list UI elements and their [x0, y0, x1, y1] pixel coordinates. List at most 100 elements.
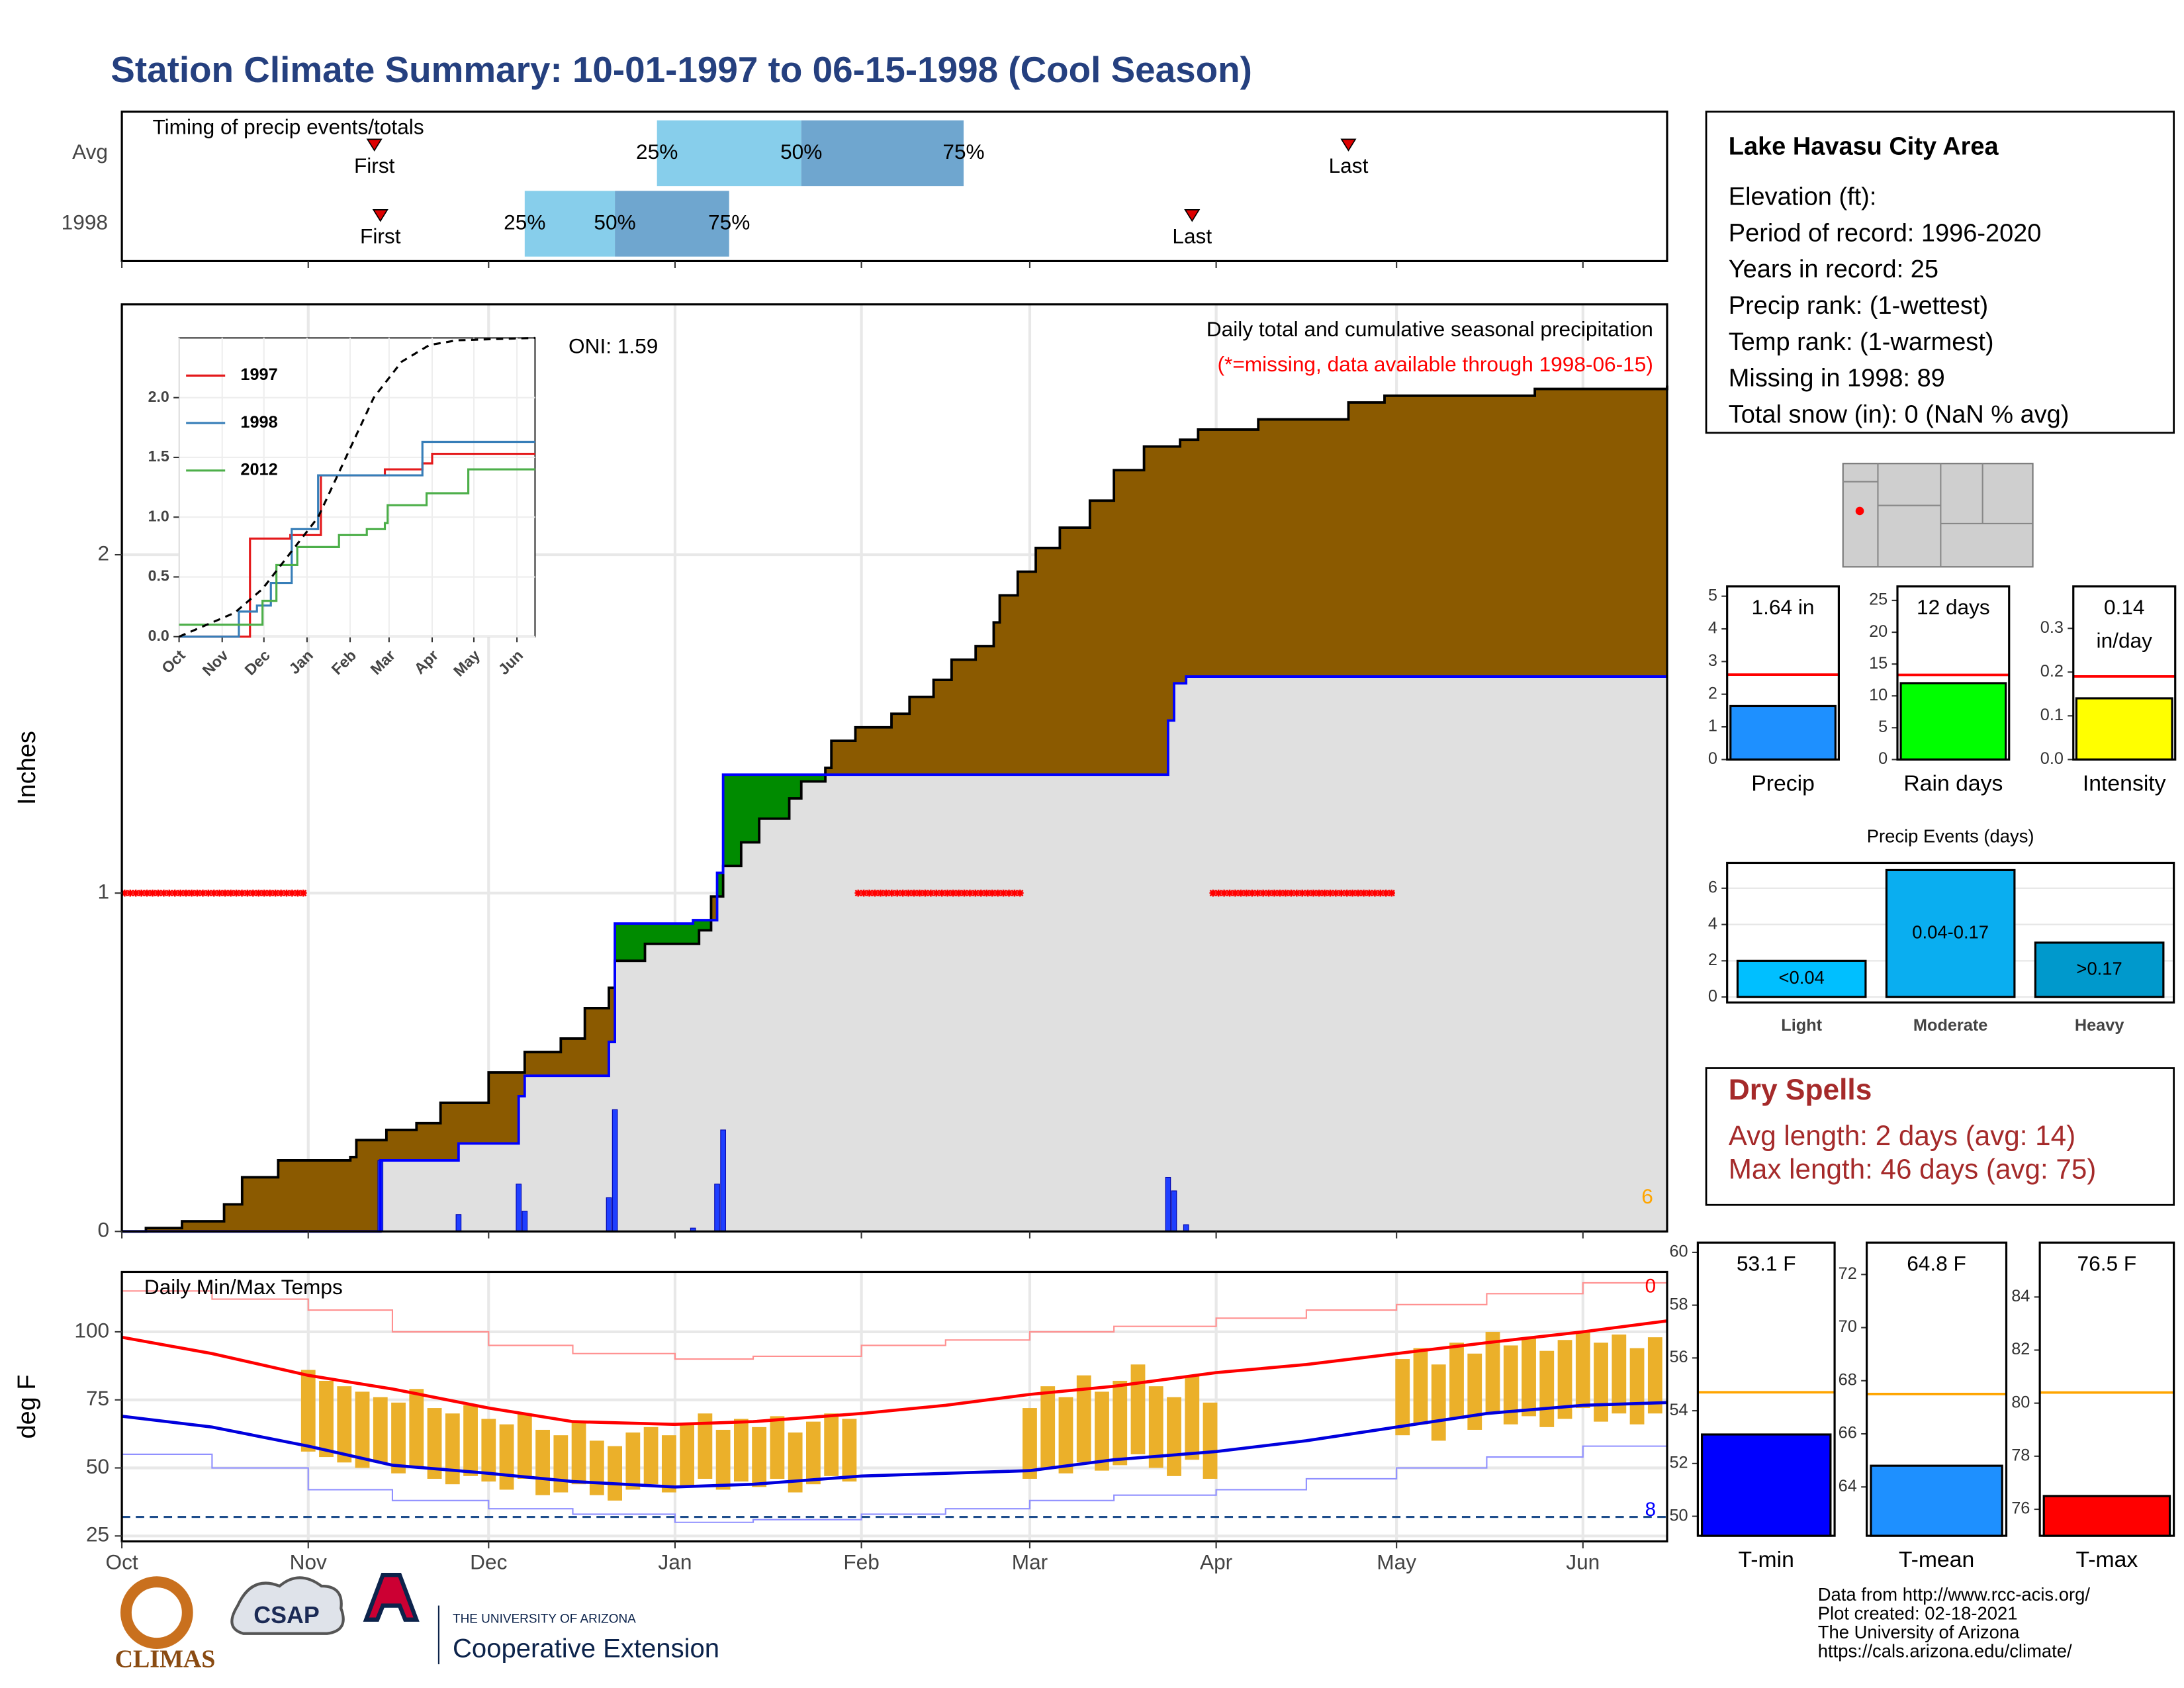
daily-range-bar [1647, 1337, 1662, 1414]
annotation: 6 [1641, 1184, 1653, 1208]
value-label: 0.14 [2104, 595, 2145, 619]
daily-range-bar [571, 1421, 586, 1485]
daily-range-bar [661, 1435, 676, 1493]
bar [1885, 868, 2016, 998]
daily-range-bar [824, 1413, 839, 1476]
event-label: Last [1329, 154, 1369, 177]
dry-spells-title: Dry Spells [1729, 1074, 1872, 1106]
y-tick-label: 1 [1708, 717, 1717, 735]
station-dot [1855, 506, 1864, 516]
category-label: Moderate [1913, 1016, 1987, 1035]
daily-range-bar [535, 1429, 550, 1495]
quartile-label: 25% [504, 210, 545, 234]
y-tick-label: 2 [98, 541, 110, 565]
annotation: 8 [1645, 1499, 1656, 1521]
daily-range-bar [300, 1370, 316, 1452]
daily-range-bar [770, 1416, 785, 1479]
daily-range-bar [1095, 1391, 1109, 1471]
csap-cloud [230, 1576, 345, 1635]
daily-bar [1171, 1190, 1177, 1232]
row-label: 1998 [62, 210, 108, 234]
footer-line: https://cals.arizona.edu/climate/ [1818, 1640, 2072, 1661]
daily-range-bar [1023, 1408, 1037, 1479]
quartile-box [801, 120, 964, 187]
y-tick-label: 70 [1839, 1317, 1857, 1336]
y-tick-label: 0.0 [148, 627, 169, 644]
value-label: <0.04 [1778, 967, 1824, 988]
daily-range-bar [806, 1421, 821, 1485]
y-tick-label: 58 [1669, 1295, 1688, 1313]
daily-range-bar [1594, 1342, 1608, 1422]
bar [2042, 1495, 2171, 1537]
value-label: 1.64 in [1752, 595, 1815, 619]
y-tick-label: 0.3 [2040, 618, 2064, 637]
panel-border [1726, 861, 2175, 1004]
y-tick-label: 0.0 [2040, 749, 2064, 768]
daily-range-bar [1522, 1337, 1536, 1417]
y-tick-label: 64 [1839, 1477, 1857, 1495]
y-axis-label: Inches [13, 731, 41, 805]
daily-range-bar [1413, 1348, 1428, 1425]
panel-border [1866, 1241, 2008, 1537]
missing-markers [1209, 889, 1395, 897]
value-label: 0.04-0.17 [1912, 922, 1989, 943]
y-tick-label: 52 [1669, 1454, 1688, 1472]
daily-range-bar [337, 1386, 352, 1463]
dry-spells-box [1705, 1067, 2175, 1206]
logos [120, 1572, 439, 1665]
daily-range-bar [589, 1440, 604, 1495]
inset-line [178, 336, 535, 638]
daily-bar [720, 1129, 726, 1232]
y-tick-label: 2 [1708, 684, 1717, 702]
inset-frame [178, 337, 536, 637]
daily-bar [1165, 1176, 1171, 1232]
bar [1736, 959, 1867, 998]
event-marker [366, 138, 383, 152]
daily-bar [522, 1211, 528, 1232]
y-tick-label: 0.5 [148, 567, 169, 585]
daily-range-bar [788, 1432, 803, 1493]
daily-range-bar [1431, 1364, 1446, 1441]
daily-range-bar [1040, 1386, 1056, 1468]
quartile-box [524, 191, 615, 257]
logo-text: Cooperative Extension [453, 1634, 719, 1664]
y-tick-label: 2.0 [148, 388, 169, 405]
y-tick-label: 4 [1708, 619, 1717, 637]
quartile-label: 50% [594, 210, 635, 234]
daily-range-bar [1395, 1359, 1410, 1436]
page-title: Station Climate Summary: 10-01-1997 to 0… [111, 49, 1252, 90]
category-label: Heavy [2075, 1016, 2124, 1035]
y-tick-label: 5 [1878, 718, 1888, 736]
bar [1701, 1433, 1832, 1537]
quartile-box [615, 191, 729, 257]
daily-range-bar [842, 1419, 857, 1482]
y-tick-label: 6 [1708, 878, 1717, 897]
annotation: ONI: 1.59 [569, 334, 658, 358]
daily-range-bar [553, 1435, 569, 1493]
cumulative-line [122, 385, 1668, 1233]
y-tick-label: 82 [2011, 1340, 2030, 1358]
category-label: T-mean [1899, 1547, 1974, 1572]
y-tick-label: 80 [2011, 1393, 2030, 1411]
y-tick-label: 0.2 [2040, 662, 2064, 680]
event-label: First [360, 224, 401, 248]
logo-text: CSAP [253, 1602, 320, 1628]
daily-bar [612, 1109, 618, 1232]
y-tick-label: 1 [98, 880, 110, 904]
y-tick-label: 10 [1869, 686, 1888, 704]
annotation: (*=missing, data available through 1998-… [1218, 352, 1653, 376]
annotation: 0 [1645, 1275, 1656, 1297]
daily-range-bar [698, 1413, 713, 1479]
y-tick-label: 0.1 [2040, 706, 2064, 724]
overlap-fill [122, 677, 1667, 1232]
footer-line: Plot created: 02-18-2021 [1818, 1603, 2018, 1624]
y-tick-label: 50 [1669, 1506, 1688, 1524]
dry-spells-line: Max length: 46 days (avg: 75) [1729, 1154, 2097, 1185]
daily-range-bar [1575, 1331, 1590, 1409]
x-tick-label: Dec [470, 1550, 507, 1574]
info-line: Missing in 1998: 89 [1729, 365, 1945, 393]
daily-range-bar [1485, 1331, 1500, 1414]
event-label: First [354, 154, 395, 177]
y-tick-label: 100 [74, 1318, 109, 1342]
